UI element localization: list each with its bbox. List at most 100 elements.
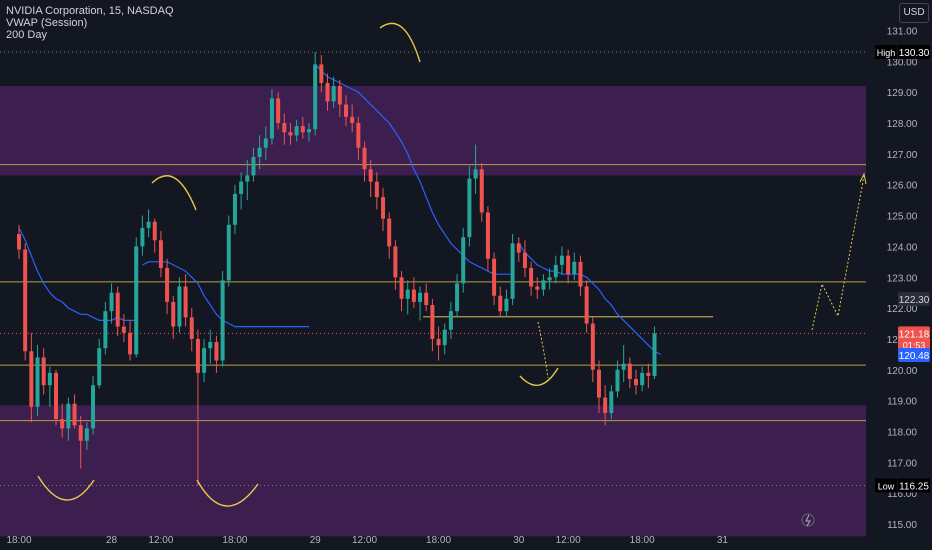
- currency-button[interactable]: USD: [899, 3, 929, 23]
- lightning-icon[interactable]: [801, 513, 815, 527]
- candle[interactable]: [424, 283, 429, 312]
- candle[interactable]: [202, 338, 207, 383]
- candle[interactable]: [381, 187, 386, 231]
- candle[interactable]: [165, 258, 170, 315]
- candle[interactable]: [529, 261, 534, 296]
- candle[interactable]: [214, 335, 219, 373]
- candle[interactable]: [559, 246, 564, 275]
- candle[interactable]: [473, 144, 478, 194]
- candle[interactable]: [72, 394, 77, 429]
- candle[interactable]: [146, 209, 151, 238]
- candle[interactable]: [226, 215, 231, 287]
- candle[interactable]: [319, 55, 324, 93]
- candle[interactable]: [306, 123, 311, 142]
- candle[interactable]: [257, 135, 262, 170]
- candle[interactable]: [615, 360, 620, 398]
- candle[interactable]: [646, 363, 651, 389]
- candle[interactable]: [362, 141, 367, 182]
- candle[interactable]: [621, 345, 626, 383]
- candle[interactable]: [232, 184, 237, 235]
- candle[interactable]: [60, 403, 65, 438]
- candle[interactable]: [171, 295, 176, 339]
- candle[interactable]: [596, 360, 601, 413]
- candle[interactable]: [269, 89, 274, 145]
- candle[interactable]: [54, 369, 59, 426]
- candle[interactable]: [282, 113, 287, 145]
- candle[interactable]: [652, 326, 657, 380]
- candle[interactable]: [510, 234, 515, 306]
- candle[interactable]: [461, 227, 466, 293]
- candle[interactable]: [115, 286, 120, 336]
- candle[interactable]: [84, 422, 89, 450]
- candle[interactable]: [634, 369, 638, 395]
- candle[interactable]: [590, 317, 595, 383]
- candle[interactable]: [436, 326, 441, 361]
- candle[interactable]: [91, 375, 96, 435]
- candle[interactable]: [448, 301, 453, 339]
- candle[interactable]: [300, 116, 305, 139]
- candle[interactable]: [344, 95, 349, 127]
- candle[interactable]: [584, 280, 589, 333]
- candle[interactable]: [208, 329, 213, 364]
- candle[interactable]: [504, 289, 509, 318]
- candle[interactable]: [313, 52, 318, 136]
- candle[interactable]: [263, 126, 268, 161]
- candle[interactable]: [276, 92, 281, 130]
- candle[interactable]: [103, 301, 108, 355]
- candle[interactable]: [541, 274, 546, 296]
- candle[interactable]: [29, 332, 34, 423]
- candle[interactable]: [522, 240, 527, 278]
- candle[interactable]: [393, 240, 398, 290]
- candle[interactable]: [35, 345, 40, 417]
- candle[interactable]: [609, 385, 614, 420]
- candle[interactable]: [152, 218, 157, 253]
- candle[interactable]: [566, 249, 571, 284]
- annotation-arc-1[interactable]: [196, 479, 259, 507]
- candle[interactable]: [356, 116, 361, 161]
- candle[interactable]: [350, 104, 355, 133]
- price-axis[interactable]: [868, 0, 932, 550]
- candle[interactable]: [128, 320, 133, 361]
- candle[interactable]: [387, 212, 392, 259]
- candle[interactable]: [134, 237, 139, 358]
- annotation-arc-2[interactable]: [151, 175, 197, 211]
- candle[interactable]: [455, 274, 460, 318]
- candle[interactable]: [97, 338, 102, 389]
- candle[interactable]: [251, 147, 256, 182]
- candle[interactable]: [498, 286, 503, 318]
- candle[interactable]: [603, 385, 608, 426]
- symbol-title[interactable]: NVIDIA Corporation, 15, NASDAQ: [6, 5, 174, 17]
- candle[interactable]: [195, 329, 200, 486]
- candle[interactable]: [288, 123, 293, 145]
- candle[interactable]: [405, 280, 410, 315]
- candle[interactable]: [189, 308, 194, 352]
- candle[interactable]: [220, 271, 225, 367]
- candle[interactable]: [485, 206, 490, 272]
- candle[interactable]: [325, 73, 330, 111]
- candle[interactable]: [572, 252, 577, 281]
- candle[interactable]: [78, 416, 83, 469]
- candle[interactable]: [17, 224, 21, 259]
- candle[interactable]: [467, 166, 472, 247]
- candle[interactable]: [479, 163, 484, 222]
- candle[interactable]: [331, 76, 336, 108]
- annotation-arc-0[interactable]: [37, 475, 95, 501]
- candle[interactable]: [430, 298, 435, 352]
- candle[interactable]: [492, 252, 497, 306]
- candle[interactable]: [140, 215, 145, 256]
- annotation-arc-4[interactable]: [519, 367, 559, 386]
- indicator-200day-label[interactable]: 200 Day: [6, 29, 47, 41]
- candle[interactable]: [418, 286, 423, 321]
- candle[interactable]: [121, 314, 126, 343]
- candle[interactable]: [399, 271, 404, 312]
- candle[interactable]: [239, 172, 244, 210]
- candle[interactable]: [553, 255, 558, 284]
- candle[interactable]: [66, 397, 71, 441]
- candle[interactable]: [535, 277, 540, 299]
- candle[interactable]: [158, 230, 163, 278]
- candle[interactable]: [578, 255, 583, 296]
- candle[interactable]: [627, 357, 632, 389]
- candle[interactable]: [294, 119, 299, 142]
- candle[interactable]: [41, 348, 46, 395]
